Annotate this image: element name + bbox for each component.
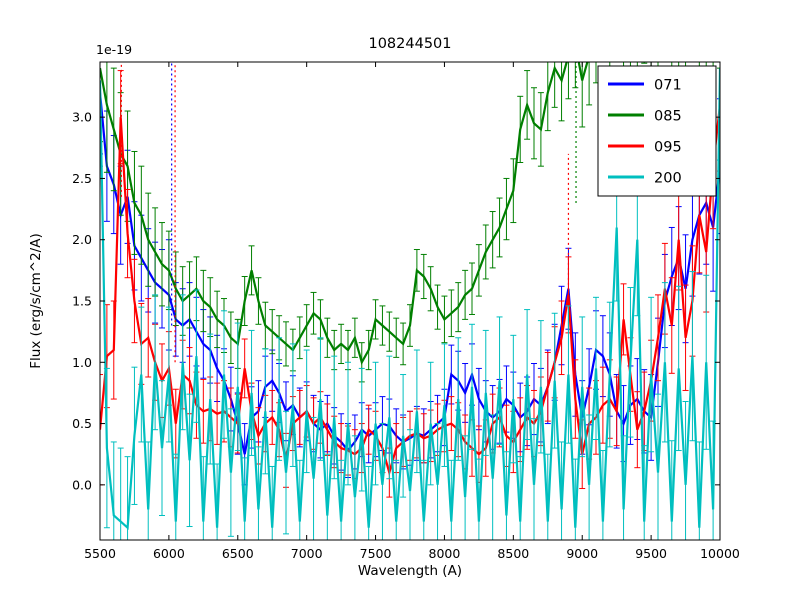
x-tick-label: 8500 — [497, 546, 529, 561]
legend-label-085: 085 — [654, 109, 682, 125]
axis-ticks — [99, 62, 721, 540]
y-axis-label: Flux (erg/s/cm^2/A) — [28, 233, 44, 368]
series-085-line — [100, 62, 589, 366]
x-tick-label: 8000 — [429, 546, 461, 561]
chart-title: 108244501 — [368, 36, 451, 52]
legend-label-200: 200 — [654, 171, 682, 187]
y-tick-label: 3.0 — [72, 110, 92, 125]
x-tick-label: 5500 — [84, 546, 116, 561]
x-tick-label: 6000 — [153, 546, 185, 561]
y-tick-label: 1.0 — [72, 355, 92, 370]
y-tick-label: 2.5 — [72, 171, 92, 186]
y-tick-label: 1.5 — [72, 294, 92, 309]
legend: 071 085 095 200 — [597, 65, 717, 197]
dotted-spikes — [120, 62, 577, 363]
y-tick-label: 2.0 — [72, 232, 92, 247]
x-tick-label: 7500 — [360, 546, 392, 561]
legend-label-095: 095 — [654, 140, 682, 156]
y-tick-label: 0.5 — [72, 416, 92, 431]
legend-box — [597, 65, 717, 197]
series-200 — [100, 62, 720, 540]
series-200-line — [100, 68, 720, 530]
x-tick-label: 6500 — [222, 546, 254, 561]
x-tick-label: 9500 — [635, 546, 667, 561]
series-layer — [100, 62, 720, 540]
legend-label-071: 071 — [654, 78, 682, 94]
y-tick-label: 0.0 — [72, 477, 92, 492]
x-axis-label: Wavelength (A) — [358, 563, 462, 579]
x-tick-label: 10000 — [700, 546, 740, 561]
y-offset-text: 1e-19 — [96, 42, 132, 57]
plot-area: 5500 6000 6500 7000 7500 8000 8500 9000 9500 1000… — [72, 61, 740, 561]
x-tick-label: 7000 — [291, 546, 323, 561]
x-tick-label: 9000 — [566, 546, 598, 561]
series-085 — [100, 62, 720, 383]
